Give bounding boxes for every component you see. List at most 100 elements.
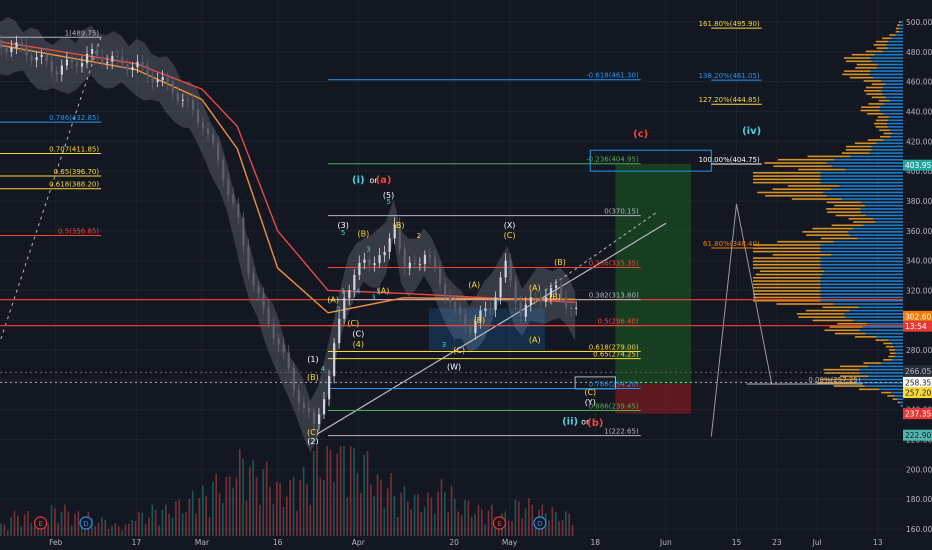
profile-bar-up: [812, 227, 854, 230]
wave-label: (B): [554, 258, 566, 267]
candle-body: [272, 324, 275, 339]
profile-bar-up: [885, 345, 894, 348]
profile-bar-up: [854, 336, 877, 338]
wave-label: (b): [587, 418, 603, 429]
candle-body: [232, 194, 235, 204]
profile-bar-up: [753, 260, 821, 263]
candle-body: [166, 77, 169, 83]
candle-body: [418, 263, 422, 265]
profile-bar-down: [871, 145, 903, 148]
time-tick-label: Jun: [659, 538, 672, 547]
volume-bar: [514, 499, 517, 536]
profile-bar-up: [812, 319, 854, 322]
wave-label: 3: [366, 246, 370, 254]
fib-level-label: -0.618(461.30): [586, 72, 639, 80]
profile-bar-up: [853, 221, 876, 223]
profile-bar-up: [858, 388, 879, 391]
volume-bar: [218, 492, 221, 536]
profile-bar-up: [895, 27, 900, 30]
profile-bar-down: [887, 126, 903, 128]
volume-bar: [6, 530, 9, 536]
candle-body: [80, 63, 84, 67]
profile-bar-down: [860, 208, 903, 210]
time-axis[interactable]: 20Feb17Mar16Apr20May18Jun1523Jul13: [0, 536, 903, 550]
profile-bar-up: [879, 129, 890, 131]
price-tick-label: 500.00: [906, 18, 932, 27]
wave-label: (B): [393, 221, 405, 230]
volume-bar: [430, 497, 433, 536]
volume-bar: [67, 511, 70, 536]
candle-body: [348, 290, 351, 299]
candle-body: [317, 414, 321, 425]
profile-bar-down: [861, 201, 903, 204]
volume-bar: [23, 514, 26, 536]
fib-levels[interactable]: -0.618(461.30) -0.236(404.95) 0(370.15) 0.2…: [0, 20, 903, 437]
candle-body: [20, 42, 23, 46]
profile-bar-up: [871, 96, 886, 99]
profile-bar-down: [865, 332, 903, 335]
volume-bar: [181, 513, 184, 536]
profile-bar-up: [876, 47, 889, 49]
profile-bar-up: [755, 273, 822, 276]
candle-body: [328, 376, 331, 400]
profile-bar-down: [874, 53, 903, 56]
wave-label: (A): [468, 280, 480, 289]
volume-bar: [481, 509, 483, 536]
wave-label: 3: [371, 293, 375, 301]
volume-bar: [0, 523, 2, 536]
profile-bar-up: [833, 385, 865, 387]
volume-bar: [171, 517, 174, 536]
profile-bar-down: [820, 181, 903, 184]
profile-bar-up: [897, 401, 901, 404]
position-box[interactable]: [428, 149, 712, 414]
profile-bar-up: [875, 119, 889, 122]
profile-bar-down: [820, 257, 903, 259]
profile-bar-down: [901, 404, 903, 407]
profile-bar-down: [831, 254, 903, 256]
profile-bar-up: [829, 326, 863, 328]
candle-body: [565, 297, 568, 308]
volume-bar: [558, 521, 560, 536]
profile-bar-down: [834, 158, 903, 161]
candle-body: [428, 254, 432, 258]
profile-bar-up: [841, 152, 870, 154]
candle-body: [116, 55, 119, 57]
profile-bar-up: [753, 276, 821, 279]
volume-bar: [437, 491, 439, 536]
profile-bar-up: [776, 303, 834, 305]
profile-bar-down: [887, 339, 903, 341]
volume-bar: [255, 477, 258, 536]
profile-bar-up: [806, 234, 850, 236]
profile-bar-up: [805, 309, 850, 312]
price-tick-label: 200.00: [906, 465, 932, 474]
profile-bar-down: [898, 30, 903, 33]
profile-bar-down: [892, 359, 903, 361]
volume-bar: [131, 520, 133, 536]
candle-body: [363, 259, 366, 263]
profile-bar-down: [849, 309, 903, 312]
wave-label: 4: [321, 365, 326, 373]
profile-bar-down: [845, 316, 903, 318]
profile-bar-up: [898, 21, 901, 23]
volume-bar: [396, 516, 399, 536]
volume-bar: [205, 495, 207, 536]
candle-body: [403, 248, 406, 269]
profit-zone: [615, 163, 692, 384]
volume-bar: [444, 492, 446, 536]
profile-bar-down: [873, 76, 903, 79]
price-axis[interactable]: 160.00180.00200.00220.00240.00260.00280.…: [903, 0, 932, 550]
candle-body: [504, 260, 507, 278]
profile-bar-up: [873, 44, 887, 46]
volume-bar: [124, 524, 127, 536]
profile-bar-down: [900, 21, 903, 23]
volume-bar: [386, 488, 389, 536]
trend-lines[interactable]: [0, 36, 773, 437]
trend-line-projection: [544, 212, 657, 291]
volume-bar: [279, 483, 281, 536]
candle-body: [307, 407, 311, 412]
candle-body: [464, 314, 467, 327]
volume-bar: [376, 474, 379, 536]
time-tick-label: 13: [873, 538, 883, 547]
